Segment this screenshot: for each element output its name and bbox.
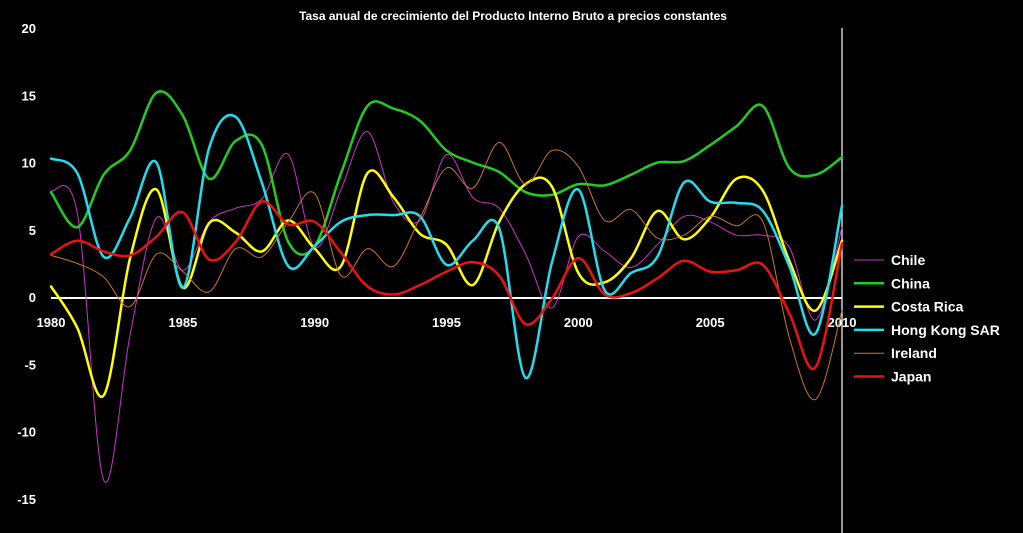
legend: Chile China Costa Rica Hong Kong SAR Ireland…	[854, 252, 1000, 385]
legend-label-china: China	[891, 275, 930, 291]
y-tick-label: 20	[22, 21, 36, 36]
legend-label-ireland: Ireland	[891, 345, 937, 361]
y-tick-labels: 20 15 10 5 0 -5 -10 -15	[17, 21, 36, 507]
y-tick-label: 5	[29, 223, 36, 238]
series-line-china	[49, 90, 844, 256]
x-tick-label: 1995	[432, 315, 461, 330]
y-tick-label: 0	[29, 290, 36, 305]
y-tick-label: 15	[22, 88, 36, 103]
y-tick-label: -10	[17, 425, 36, 440]
x-tick-label: 1980	[37, 315, 66, 330]
legend-label-costa-rica: Costa Rica	[891, 299, 964, 315]
series-lines	[49, 90, 844, 483]
y-tick-label: -5	[24, 357, 36, 372]
y-tick-label: 10	[22, 156, 36, 171]
series-line-chile	[50, 131, 843, 483]
series-line-hong-kong-sar	[49, 113, 844, 380]
y-tick-label: -15	[17, 492, 36, 507]
x-tick-label: 2010	[828, 315, 857, 330]
series-line-japan	[49, 200, 844, 371]
x-tick-labels: 1980 1985 1990 1995 2000 2005 2010	[37, 315, 857, 330]
x-tick-label: 1990	[300, 315, 329, 330]
chart-title: Tasa anual de crecimiento del Producto I…	[299, 9, 727, 23]
series-line-ireland	[50, 141, 843, 400]
legend-label-hong-kong-sar: Hong Kong SAR	[891, 322, 1000, 338]
legend-label-chile: Chile	[891, 252, 925, 268]
x-tick-label: 2000	[564, 315, 593, 330]
legend-label-japan: Japan	[891, 369, 931, 385]
x-tick-label: 1985	[168, 315, 197, 330]
series-line-costa-rica	[49, 169, 844, 399]
x-tick-label: 2005	[696, 315, 725, 330]
